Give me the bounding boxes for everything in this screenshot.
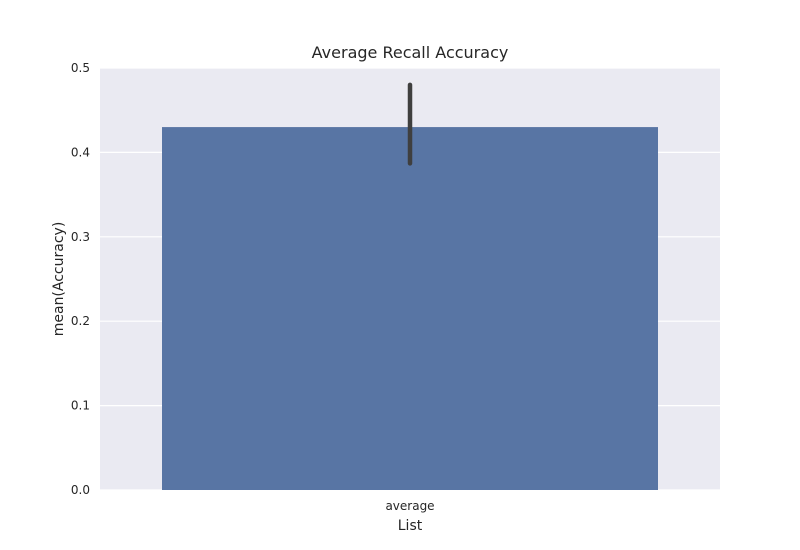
chart-title: Average Recall Accuracy bbox=[312, 43, 509, 62]
y-tick-labels: 0.0 0.1 0.2 0.3 0.4 0.5 bbox=[71, 61, 90, 497]
x-axis-label: List bbox=[398, 518, 423, 534]
x-tick-labels: average bbox=[385, 499, 434, 513]
y-tick-label: 0.2 bbox=[71, 314, 90, 328]
y-axis-label: mean(Accuracy) bbox=[51, 222, 67, 337]
y-tick-label: 0.1 bbox=[71, 399, 90, 413]
y-tick-label: 0.4 bbox=[71, 145, 90, 159]
y-tick-label: 0.5 bbox=[71, 61, 90, 75]
y-tick-label: 0.3 bbox=[71, 230, 90, 244]
bar bbox=[162, 127, 658, 490]
y-tick-label: 0.0 bbox=[71, 483, 90, 497]
bars bbox=[162, 127, 658, 490]
x-tick-label: average bbox=[385, 499, 434, 513]
